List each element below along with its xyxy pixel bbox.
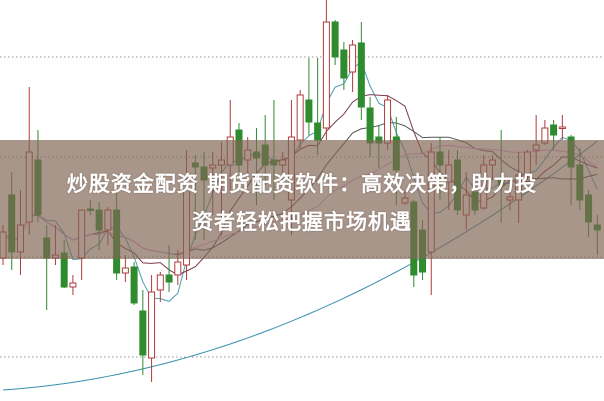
candle-body xyxy=(121,267,129,274)
candle-body xyxy=(296,94,304,141)
candle-body xyxy=(305,99,313,123)
headline-line-1: 炒股资金配资 期货配资软件：高效决策，助力投 xyxy=(66,172,538,196)
candle-body xyxy=(174,261,182,276)
headline-line-2: 资者轻松把握市场机遇 xyxy=(192,210,412,234)
candle-body xyxy=(69,282,77,288)
candle-body xyxy=(331,21,339,58)
candle-body xyxy=(340,49,348,79)
candle-body xyxy=(349,44,357,73)
candle-body xyxy=(357,42,365,108)
candle-body xyxy=(130,266,138,304)
candle-body xyxy=(322,21,330,129)
candle-body xyxy=(139,310,147,356)
candle-body xyxy=(314,122,322,141)
candle-body xyxy=(558,126,566,129)
candle-body xyxy=(148,291,156,359)
candle-body xyxy=(384,99,392,144)
headline-banner: 炒股资金配资 期货配资软件：高效决策，助力投 资者轻松把握市场机遇 xyxy=(0,140,604,259)
candle-body xyxy=(156,274,164,291)
candle-body xyxy=(165,274,173,283)
candle-body xyxy=(550,124,558,136)
candle-body xyxy=(366,107,374,144)
